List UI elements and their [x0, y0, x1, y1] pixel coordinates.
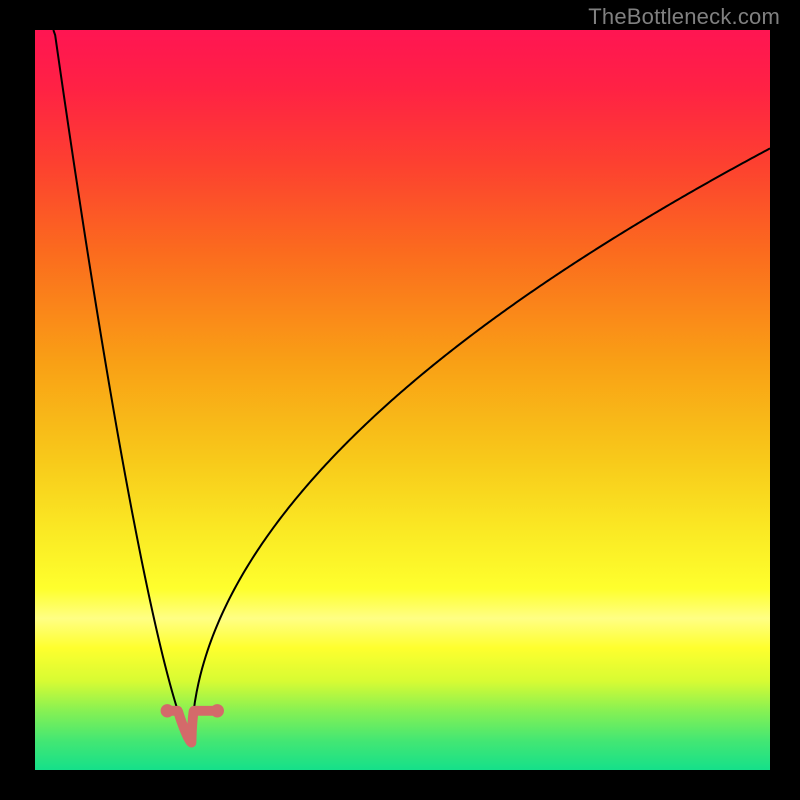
watermark-label: TheBottleneck.com — [588, 4, 780, 30]
bottleneck-chart-svg — [35, 30, 770, 770]
optimum-band-dot-right — [211, 704, 224, 717]
chart-background — [35, 30, 770, 770]
chart-container: TheBottleneck.com — [0, 0, 800, 800]
plot-area — [35, 30, 770, 770]
optimum-band-dot-left — [161, 704, 174, 717]
